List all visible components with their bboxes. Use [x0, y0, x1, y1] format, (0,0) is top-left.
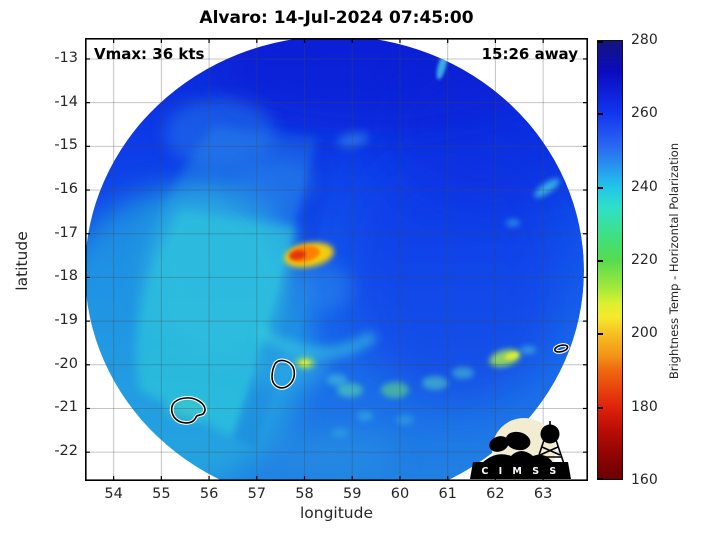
y-tick-label: -20: [54, 355, 78, 372]
temp-feature: [381, 382, 409, 398]
temp-feature: [357, 411, 373, 421]
colorbar-tick-label: 160: [631, 472, 658, 488]
colorbar-tick-mark: [598, 478, 603, 480]
y-tick-label: -21: [54, 399, 78, 416]
x-tick-label: 54: [104, 486, 123, 502]
temp-feature: [337, 383, 363, 397]
colorbar-tick-label: 200: [631, 325, 658, 342]
temp-feature: [396, 415, 414, 425]
coastline: [271, 359, 296, 389]
temp-feature: [240, 348, 330, 388]
satellite-dish-icon: [489, 436, 509, 452]
colorbar-tick-mark: [598, 41, 603, 43]
y-tick-label: -22: [54, 443, 78, 460]
logo-banner: [470, 462, 571, 479]
x-tick-label: 57: [247, 486, 267, 502]
temp-feature: [422, 376, 448, 390]
temp-feature: [235, 158, 315, 208]
x-tick-label: 55: [152, 486, 171, 502]
x-tick-label: 63: [533, 486, 553, 502]
cimss-logo: C I M S S: [470, 418, 571, 481]
x-tick-label: 60: [390, 486, 410, 502]
temp-feature: [452, 367, 474, 379]
colorbar-tick-mark: [598, 406, 603, 409]
colorbar-tick-mark: [598, 186, 603, 189]
colorbar-tick-label: 240: [631, 178, 658, 195]
temp-feature: [337, 133, 369, 147]
temp-feature: [257, 328, 376, 360]
temp-feature: [165, 98, 275, 168]
colorbar-tick-mark: [598, 260, 603, 262]
x-tick-label: 61: [438, 486, 457, 502]
satellite-dish-icon: [505, 431, 531, 451]
colorbar-label: Brightness Temp - Horizontal Polarizatio…: [667, 142, 681, 380]
colorbar-tick-label: 280: [631, 32, 658, 48]
logo-text: C I M S S: [481, 466, 559, 477]
y-tick-label: -17: [54, 224, 78, 241]
y-tick-label: -19: [54, 312, 78, 329]
x-tick-label: 56: [199, 486, 219, 502]
y-tick-label: -15: [54, 137, 78, 154]
plot-title: Alvaro: 14-Jul-2024 07:45:00: [199, 8, 474, 28]
temp-feature: [292, 264, 352, 312]
x-tick-label: 62: [486, 486, 505, 502]
temp-feature: [290, 250, 306, 260]
y-tick-label: -16: [54, 181, 78, 198]
coastline-contours: [169, 343, 570, 425]
colorbar-tick-label: 220: [631, 252, 658, 268]
temp-feature: [260, 431, 400, 475]
grid-lines: [85, 38, 588, 481]
temp-feature: [534, 178, 560, 198]
time-away-annotation: 15:26 away: [481, 45, 578, 63]
y-tick-label: -18: [54, 268, 78, 285]
x-axis-label: longitude: [299, 504, 374, 522]
x-tick-label: 59: [343, 486, 362, 502]
colorbar-tick-label: 260: [631, 105, 658, 122]
temp-feature: [145, 178, 295, 358]
temp-feature: [350, 153, 560, 403]
temp-feature: [300, 360, 310, 366]
temp-feature: [506, 219, 520, 227]
colorbar-tick-mark: [598, 113, 603, 116]
coastline: [554, 344, 569, 353]
y-tick-label: -13: [54, 49, 78, 66]
temp-feature: [520, 346, 536, 354]
x-tick-label: 58: [295, 486, 314, 502]
water-tower-ball: [540, 424, 560, 444]
colorbar-tick-mark: [598, 333, 603, 336]
coastline: [170, 397, 206, 424]
vmax-annotation: Vmax: 36 kts: [94, 45, 205, 63]
map-plot-area: C I M S S: [85, 38, 588, 481]
axes-border: [85, 38, 588, 481]
brightness-temp-features: [85, 38, 584, 481]
temp-feature: [505, 352, 519, 360]
temp-feature: [327, 374, 347, 386]
y-tick-label: -14: [54, 93, 78, 110]
colorbar-tick-label: 180: [631, 398, 658, 415]
